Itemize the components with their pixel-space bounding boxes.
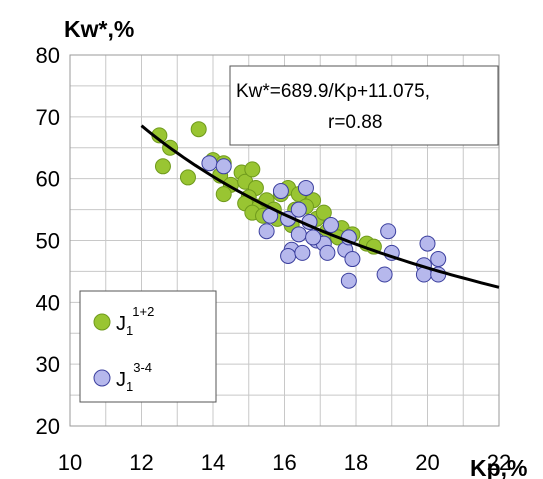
legend-sup: 1+2 — [132, 304, 154, 319]
trend-line — [140, 124, 500, 289]
x-tick-label: 10 — [58, 450, 82, 475]
data-point — [258, 223, 275, 240]
x-tick-label: 18 — [344, 450, 368, 475]
data-point — [272, 183, 289, 200]
data-point — [376, 266, 393, 283]
y-tick-label: 50 — [36, 229, 60, 254]
data-point — [179, 169, 196, 186]
data-point — [290, 201, 307, 218]
r-value-text: r=0.88 — [328, 112, 382, 133]
data-point — [201, 155, 218, 172]
y-tick-label: 60 — [36, 167, 60, 192]
x-tick-labels: 10 12 14 16 18 20 22 — [58, 450, 511, 475]
data-point — [154, 158, 171, 175]
y-tick-label: 80 — [36, 43, 60, 68]
data-point — [244, 161, 261, 178]
legend-base: J — [116, 369, 126, 391]
y-tick-label: 40 — [36, 290, 60, 315]
data-point — [305, 229, 322, 246]
legend-base: J — [116, 313, 126, 335]
legend-marker-j1-3-4 — [93, 369, 111, 387]
x-tick-label: 12 — [129, 450, 153, 475]
legend-sup: 3-4 — [133, 360, 152, 375]
x-axis-label: Kp,% — [470, 455, 528, 479]
data-point — [215, 186, 232, 203]
y-axis-label: Kw*,% — [64, 16, 134, 42]
equation-box — [229, 65, 499, 146]
legend-sub: 1 — [126, 323, 133, 338]
y-tick-label: 20 — [36, 414, 60, 439]
x-tick-label: 22 — [487, 450, 511, 475]
legend-sub: 1 — [126, 379, 133, 394]
x-tick-label: 20 — [415, 450, 439, 475]
legend-label-j1-1-2: J1 1+2 — [116, 304, 154, 338]
data-point — [215, 158, 232, 175]
data-point — [294, 244, 311, 261]
data-point — [297, 179, 314, 196]
data-point — [315, 204, 332, 221]
y-tick-labels: 20 30 40 50 60 70 80 — [36, 43, 60, 439]
data-point — [419, 235, 436, 252]
y-tick-label: 30 — [36, 352, 60, 377]
y-tick-label: 70 — [36, 105, 60, 130]
data-point — [380, 223, 397, 240]
plot-frame — [69, 54, 500, 427]
data-point — [280, 247, 297, 264]
data-point — [322, 217, 339, 234]
data-point — [319, 244, 336, 261]
x-tick-label: 16 — [272, 450, 296, 475]
x-tick-label: 14 — [201, 450, 225, 475]
legend-marker-j1-1-2 — [93, 313, 111, 331]
legend: J11+2 J13-4 — [79, 290, 217, 403]
data-point — [290, 226, 307, 243]
data-point — [344, 251, 361, 268]
data-point — [190, 121, 207, 138]
equation-annotation: Kw*=689.9/Kp+11.075, r=0.88 — [229, 65, 499, 146]
equation-text: Kw*=689.9/Kp+11.075, — [236, 81, 430, 102]
data-point — [340, 272, 357, 289]
legend-label-j1-3-4: J13-4 — [116, 360, 152, 394]
data-point — [430, 251, 447, 268]
